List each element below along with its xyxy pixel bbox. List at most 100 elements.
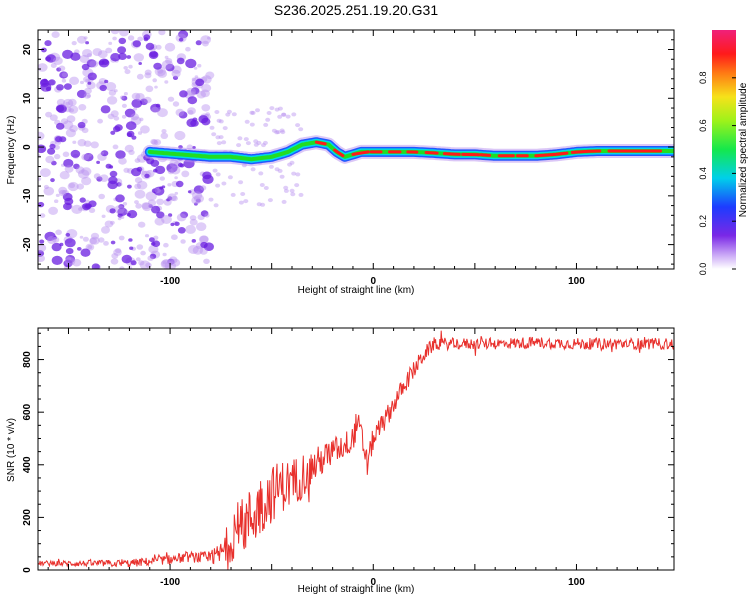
y-tick-label: 200 (22, 509, 33, 526)
noise-blob (97, 118, 103, 124)
noise-blob (201, 117, 211, 126)
noise-blob (118, 52, 127, 61)
noise-blob (281, 112, 287, 117)
noise-blob (45, 54, 57, 63)
ridge-core-segment (479, 153, 491, 157)
noise-blob (87, 245, 93, 250)
noise-blob (178, 30, 189, 39)
noise-blob (58, 65, 66, 72)
noise-blob (171, 69, 181, 78)
noise-blob (117, 217, 122, 221)
noise-blob (121, 114, 127, 119)
noise-blob (164, 80, 169, 84)
noise-blob (180, 211, 189, 219)
noise-blob (70, 52, 81, 61)
noise-blob (165, 58, 173, 64)
noise-blob (86, 59, 97, 68)
noise-blob (172, 101, 180, 107)
noise-blob (175, 180, 184, 188)
noise-blob (253, 142, 259, 147)
noise-blob (111, 253, 119, 259)
noise-blob (118, 204, 125, 210)
noise-blob (98, 237, 105, 243)
noise-blob (88, 153, 92, 157)
noise-blob (65, 128, 76, 138)
noise-blob (49, 143, 56, 149)
noise-blob (130, 260, 137, 266)
noise-blob (150, 241, 156, 246)
noise-blob (38, 177, 42, 181)
y-tick-label: 0 (22, 144, 33, 150)
noise-blob (59, 171, 70, 180)
noise-blob (126, 55, 132, 59)
noise-blob (169, 159, 179, 168)
snr-plot-area (38, 330, 674, 570)
noise-blob (139, 117, 144, 122)
noise-blob (164, 42, 176, 52)
noise-blob (106, 96, 118, 105)
colorbar-tick-label: 0.4 (698, 167, 708, 180)
noise-blob (274, 107, 280, 112)
noise-blob (240, 192, 246, 196)
noise-blob (193, 66, 198, 70)
noise-blob (190, 91, 196, 96)
noise-blob (221, 181, 227, 186)
noise-blob (189, 218, 198, 226)
noise-blob (250, 110, 256, 115)
noise-blob (68, 105, 79, 114)
noise-blob (110, 258, 119, 265)
noise-blob (153, 62, 162, 70)
noise-blob (185, 58, 197, 69)
noise-blob (68, 98, 77, 106)
noise-blob (82, 236, 89, 242)
noise-blob (80, 80, 84, 85)
noise-blob (79, 235, 84, 239)
snr-x-axis: -100 0 100 (47, 328, 659, 588)
noise-blob (179, 90, 188, 98)
noise-blob (77, 139, 87, 147)
noise-blob (263, 186, 269, 190)
noise-blob (160, 132, 169, 139)
noise-blob (56, 67, 62, 72)
noise-blob (226, 109, 232, 114)
noise-blob (275, 130, 281, 135)
noise-blob (144, 72, 152, 79)
noise-blob (83, 36, 88, 40)
noise-blob (110, 110, 119, 118)
noise-blob (167, 258, 175, 265)
noise-blob (294, 183, 300, 188)
noise-blob (215, 183, 221, 188)
noise-blob (96, 160, 100, 164)
noise-blob (71, 204, 83, 214)
noise-blob (161, 59, 173, 70)
noise-blob (121, 103, 127, 108)
noise-blob (161, 259, 172, 268)
noise-blob (168, 213, 173, 217)
noise-blob (149, 253, 157, 259)
noise-blob (115, 150, 126, 159)
noise-blob (125, 210, 129, 214)
noise-blob (167, 96, 175, 102)
noise-blob (176, 213, 187, 222)
noise-blob (110, 240, 116, 245)
spectrogram-x-label: Height of straight line (km) (298, 285, 415, 296)
noise-blob (243, 199, 249, 204)
noise-blob (202, 174, 214, 184)
noise-blob (100, 150, 109, 157)
noise-blob (238, 200, 244, 205)
noise-blob (38, 63, 48, 72)
colorbar-tick-label: 0.8 (698, 72, 708, 85)
noise-blob (78, 169, 90, 179)
noise-blob (265, 117, 271, 122)
noise-blob (255, 108, 260, 113)
noise-blob (55, 136, 63, 143)
noise-blob (140, 125, 150, 134)
chart-title: S236.2025.251.19.20.G31 (274, 2, 438, 18)
noise-blob (69, 125, 78, 133)
noise-blob (167, 169, 174, 175)
noise-blob (66, 115, 76, 123)
noise-blob (115, 248, 122, 254)
noise-blob (117, 213, 123, 218)
noise-blob (263, 122, 269, 127)
noise-blob (244, 119, 250, 124)
